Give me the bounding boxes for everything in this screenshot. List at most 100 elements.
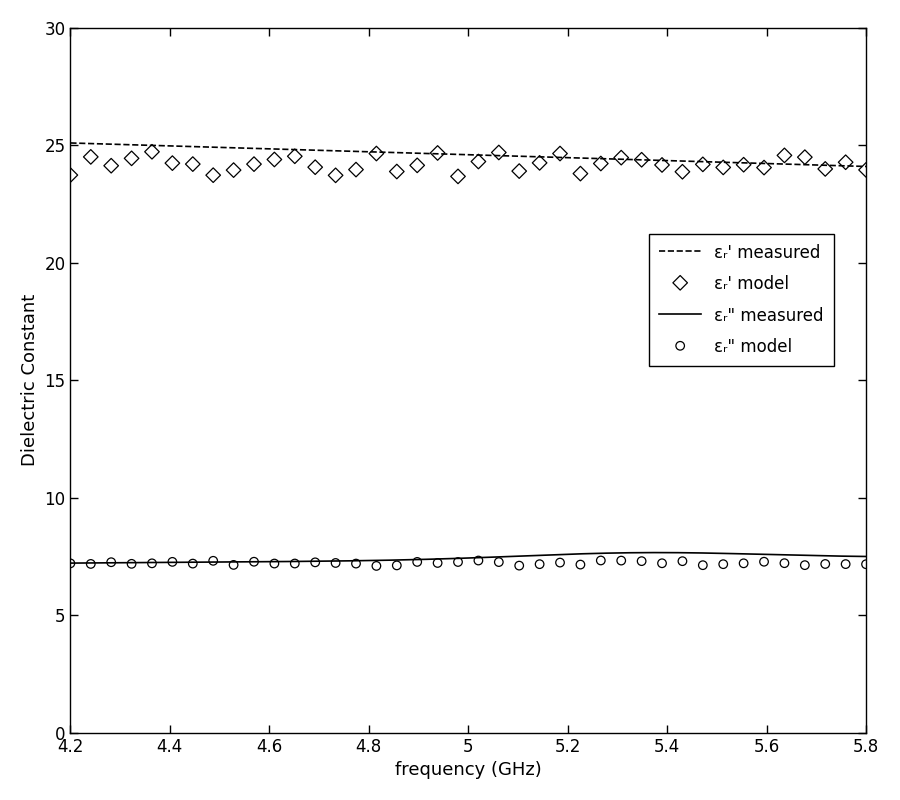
εᵣ' model (227, 164, 241, 177)
εᵣ" model (573, 558, 588, 571)
εᵣ" model (227, 558, 241, 571)
εᵣ' measured (860, 162, 871, 171)
εᵣ' model (778, 149, 792, 162)
εᵣ' model (206, 169, 220, 182)
εᵣ' model (675, 166, 689, 178)
εᵣ" model (655, 557, 670, 570)
X-axis label: frequency (GHz): frequency (GHz) (395, 761, 542, 779)
Y-axis label: Dielectric Constant: Dielectric Constant (21, 294, 39, 466)
εᵣ" model (472, 554, 486, 567)
εᵣ' model (533, 157, 547, 170)
εᵣ' measured (65, 138, 76, 148)
εᵣ" model (736, 557, 751, 570)
Line: εᵣ' measured: εᵣ' measured (70, 143, 866, 166)
εᵣ" model (778, 557, 792, 570)
εᵣ" measured (824, 551, 835, 561)
εᵣ' measured (213, 142, 224, 152)
εᵣ" measured (65, 558, 76, 568)
εᵣ' model (614, 151, 628, 164)
εᵣ" model (349, 557, 364, 570)
εᵣ' model (288, 150, 302, 162)
εᵣ" model (757, 555, 771, 568)
εᵣ' model (308, 161, 322, 174)
εᵣ" measured (860, 552, 871, 562)
εᵣ" model (63, 557, 77, 570)
εᵣ" model (716, 558, 731, 570)
εᵣ' measured (793, 160, 804, 170)
εᵣ" measured (277, 557, 288, 566)
εᵣ" model (696, 558, 710, 571)
εᵣ" measured (796, 550, 807, 560)
εᵣ" model (328, 557, 343, 570)
εᵣ" model (675, 554, 689, 567)
εᵣ' model (696, 158, 710, 170)
εᵣ' model (247, 158, 261, 170)
εᵣ' model (185, 158, 200, 170)
εᵣ" model (166, 555, 180, 568)
εᵣ' model (797, 150, 812, 163)
εᵣ" model (512, 559, 526, 572)
εᵣ' model (124, 152, 139, 165)
εᵣ' model (472, 155, 486, 168)
Line: εᵣ" measured: εᵣ" measured (70, 553, 866, 563)
εᵣ' model (573, 167, 588, 180)
εᵣ' model (328, 169, 343, 182)
εᵣ' measured (97, 139, 108, 149)
εᵣ' measured (821, 161, 832, 170)
εᵣ' model (430, 146, 445, 159)
εᵣ' model (390, 165, 404, 178)
εᵣ" model (533, 558, 547, 570)
εᵣ" model (451, 555, 465, 568)
εᵣ" measured (652, 548, 663, 558)
εᵣ' model (451, 170, 465, 182)
εᵣ" model (185, 557, 200, 570)
εᵣ' model (166, 157, 180, 170)
εᵣ' model (757, 161, 771, 174)
εᵣ" model (369, 559, 383, 572)
εᵣ' model (553, 147, 567, 160)
εᵣ' measured (113, 139, 124, 149)
εᵣ' model (63, 169, 77, 182)
εᵣ" model (553, 556, 567, 569)
εᵣ' model (594, 157, 608, 170)
εᵣ" model (614, 554, 628, 567)
εᵣ' model (859, 163, 873, 176)
Legend: εᵣ' measured, εᵣ' model, εᵣ" measured, εᵣ" model: εᵣ' measured, εᵣ' model, εᵣ" measured, ε… (649, 234, 833, 366)
εᵣ' model (349, 163, 364, 176)
εᵣ" model (308, 556, 322, 569)
εᵣ' model (736, 158, 751, 171)
εᵣ' model (84, 150, 98, 163)
εᵣ" model (267, 557, 282, 570)
εᵣ' model (512, 165, 526, 178)
εᵣ' measured (277, 145, 288, 154)
εᵣ" model (797, 558, 812, 571)
εᵣ" model (84, 558, 98, 570)
εᵣ" measured (97, 558, 108, 568)
εᵣ' model (818, 162, 832, 175)
εᵣ' model (716, 161, 731, 174)
εᵣ' model (655, 158, 670, 171)
εᵣ" model (859, 558, 873, 570)
εᵣ' model (839, 156, 853, 169)
εᵣ" model (818, 558, 832, 570)
εᵣ" model (491, 556, 506, 569)
εᵣ" model (634, 554, 649, 567)
εᵣ" model (390, 559, 404, 572)
εᵣ" model (839, 558, 853, 570)
εᵣ" model (288, 557, 302, 570)
εᵣ" model (124, 558, 139, 570)
εᵣ" model (247, 555, 261, 568)
εᵣ" model (430, 557, 445, 570)
εᵣ' model (104, 159, 119, 172)
εᵣ' model (634, 154, 649, 166)
εᵣ' model (491, 146, 506, 159)
εᵣ" measured (113, 558, 124, 567)
εᵣ' model (145, 146, 159, 158)
εᵣ' model (369, 147, 383, 160)
εᵣ' model (267, 153, 282, 166)
εᵣ" model (206, 554, 220, 567)
εᵣ" model (594, 554, 608, 567)
εᵣ" model (104, 556, 119, 569)
εᵣ" model (410, 555, 425, 568)
εᵣ" measured (213, 558, 224, 567)
